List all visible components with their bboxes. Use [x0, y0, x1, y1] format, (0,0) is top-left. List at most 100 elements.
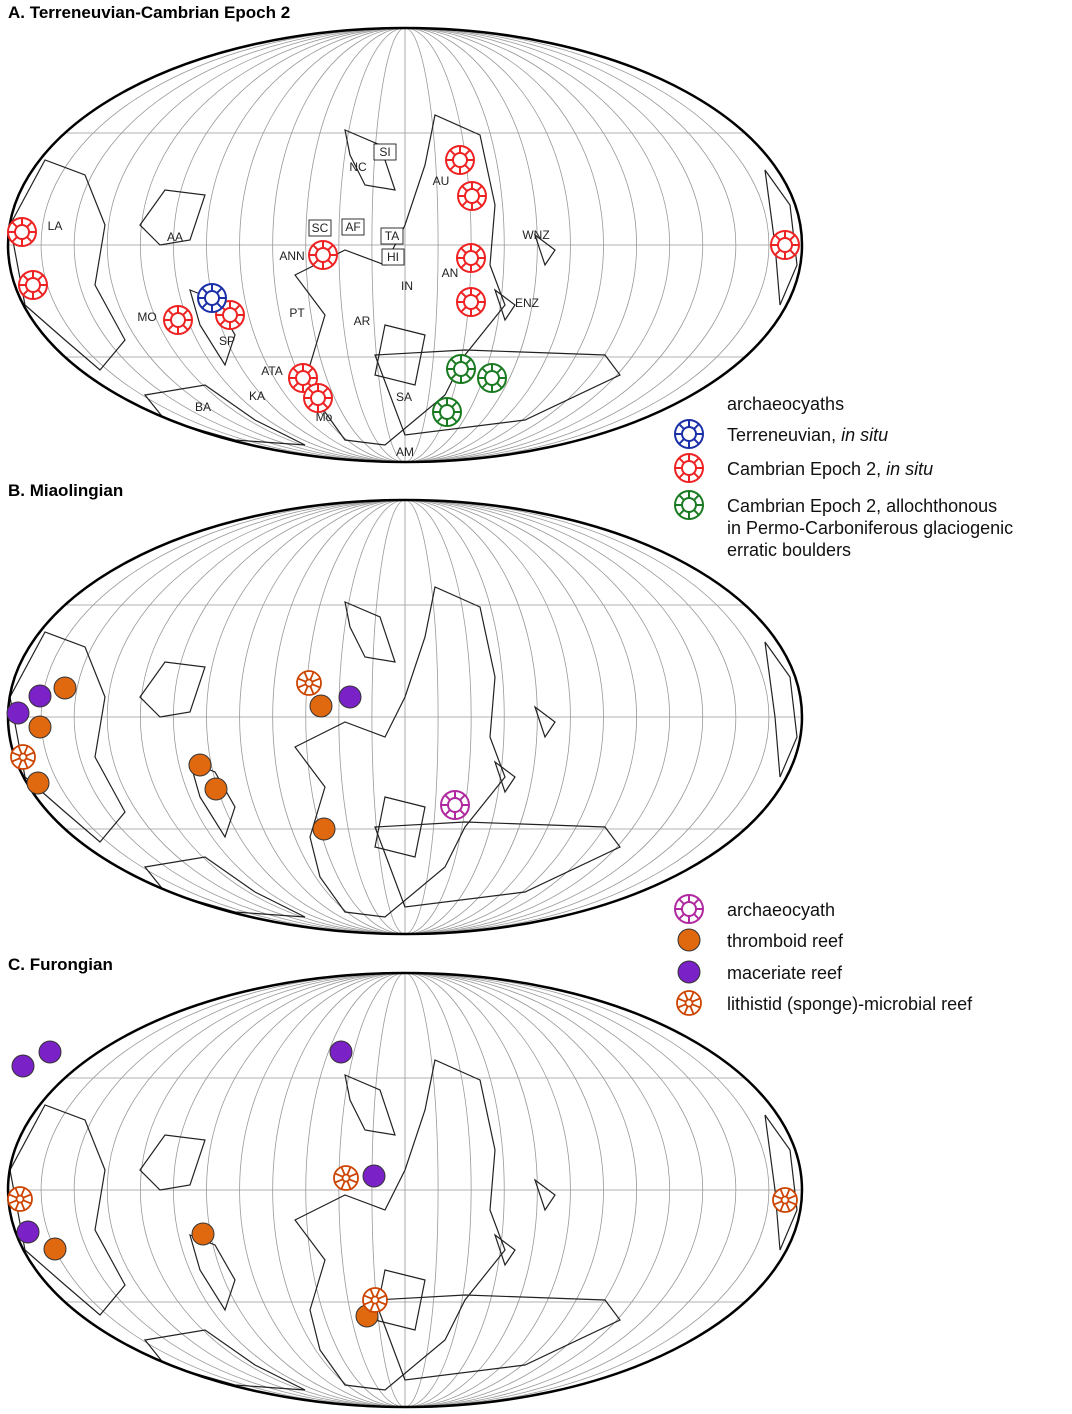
- archaeocyath-site: [8, 218, 36, 246]
- maceriate-reef: [29, 685, 51, 707]
- legend-label: erratic boulders: [727, 540, 851, 560]
- archaeocyath-site: [198, 284, 226, 312]
- region-label: SA: [396, 390, 412, 404]
- maceriate-reef: [7, 702, 29, 724]
- thromboid-reef: [44, 1238, 66, 1260]
- legend-text: Terreneuvian,: [727, 425, 836, 445]
- region-label: LA: [48, 219, 63, 233]
- legend-label: maceriate reef: [727, 963, 843, 983]
- graticule: [8, 500, 802, 934]
- thromboid-reef: [205, 778, 227, 800]
- panel-title: A. Terreneuvian-Cambrian Epoch 2: [8, 3, 290, 22]
- thromboid-reef: [54, 677, 76, 699]
- legend-label: archaeocyath: [727, 900, 835, 920]
- ring-outer: [334, 1166, 358, 1190]
- region-label: BA: [195, 400, 211, 414]
- legend-label: thromboid reef: [727, 931, 844, 951]
- archaeocyath-site: [19, 271, 47, 299]
- landmass: [765, 642, 797, 777]
- panel-title: B. Miaolingian: [8, 481, 123, 500]
- thromboid-reef: [27, 772, 49, 794]
- thromboid-reef: [310, 695, 332, 717]
- lithistid-reef: [773, 1188, 797, 1212]
- maceriate-reef: [363, 1165, 385, 1187]
- map-panel: [8, 973, 802, 1407]
- lithistid-reef: [363, 1288, 387, 1312]
- ring-outer: [363, 1288, 387, 1312]
- legend-text: Cambrian Epoch 2,: [727, 459, 881, 479]
- maceriate-reef: [12, 1055, 34, 1077]
- maceriate-reef: [17, 1221, 39, 1243]
- region-label: AR: [354, 314, 371, 328]
- lithistid-reef: [297, 671, 321, 695]
- map-panel: [8, 500, 802, 934]
- legend-label: in Permo-Carboniferous glaciogenic: [727, 518, 1013, 538]
- legend-label: Cambrian Epoch 2, in situ: [727, 459, 933, 479]
- region-label: AA: [167, 230, 183, 244]
- archaeocyath-site: [441, 791, 469, 819]
- lithistid-reef: [677, 991, 701, 1015]
- thromboid-reef: [29, 716, 51, 738]
- archaeocyath-site: [446, 146, 474, 174]
- lithistid-reef: [334, 1166, 358, 1190]
- legend-label: Terreneuvian, in situ: [727, 425, 888, 445]
- archaeocyath-site: [304, 384, 332, 412]
- legend-symbol: [675, 454, 703, 482]
- landmass: [140, 662, 205, 717]
- landmass: [140, 1135, 205, 1190]
- legend-italic: in situ: [841, 425, 888, 445]
- archaeocyath-site: [458, 182, 486, 210]
- legend-label: lithistid (sponge)-microbial reef: [727, 994, 973, 1014]
- legend-symbol: [675, 895, 703, 923]
- maceriate-reef: [339, 686, 361, 708]
- maceriate-reef: [330, 1041, 352, 1063]
- figure: A. Terreneuvian-Cambrian Epoch 2 B. Miao…: [0, 0, 1072, 1409]
- ring-outer: [8, 1187, 32, 1211]
- legend-symbol: [678, 929, 700, 951]
- landmass: [190, 1235, 235, 1310]
- region-label: SP: [219, 334, 235, 348]
- region-label: ENZ: [515, 296, 539, 310]
- region-label: TA: [385, 229, 399, 243]
- legend-label: Cambrian Epoch 2, allochthonous: [727, 496, 997, 516]
- maceriate-reef: [39, 1041, 61, 1063]
- landmass: [345, 1075, 395, 1135]
- landmass: [535, 1180, 555, 1210]
- landmass: [535, 707, 555, 737]
- region-label: WNZ: [522, 228, 549, 242]
- region-label: HI: [387, 250, 399, 264]
- region-label: ANN: [279, 249, 304, 263]
- region-label: IN: [401, 279, 413, 293]
- legend-heading: archaeocyaths: [727, 394, 844, 414]
- region-label: SI: [379, 145, 390, 159]
- legend-symbol: [675, 420, 703, 448]
- region-label: MO: [137, 310, 156, 324]
- region-label: KA: [249, 389, 265, 403]
- archaeocyath-site: [771, 231, 799, 259]
- ring-outer: [773, 1188, 797, 1212]
- region-label: AN: [442, 266, 459, 280]
- archaeocyath-site: [164, 306, 192, 334]
- landmass: [295, 587, 505, 917]
- landmass: [765, 1115, 797, 1250]
- region-label: AM: [396, 445, 414, 459]
- region-label: AF: [345, 220, 360, 234]
- thromboid-reef: [189, 754, 211, 776]
- thromboid-reef: [192, 1223, 214, 1245]
- graticule: [8, 973, 802, 1407]
- legend-symbol: [675, 491, 703, 519]
- archaeocyath-site: [457, 288, 485, 316]
- landmass: [10, 1105, 125, 1315]
- lithistid-reef: [8, 1187, 32, 1211]
- archaeocyath-site: [309, 241, 337, 269]
- landmass: [10, 632, 125, 842]
- ring-outer: [11, 745, 35, 769]
- landmass: [295, 1060, 505, 1390]
- ring-outer: [677, 991, 701, 1015]
- ring-outer: [297, 671, 321, 695]
- region-label: PT: [289, 306, 305, 320]
- legend-italic: in situ: [886, 459, 933, 479]
- panel-title: C. Furongian: [8, 955, 113, 974]
- region-label: ATA: [261, 364, 283, 378]
- archaeocyath-site: [433, 398, 461, 426]
